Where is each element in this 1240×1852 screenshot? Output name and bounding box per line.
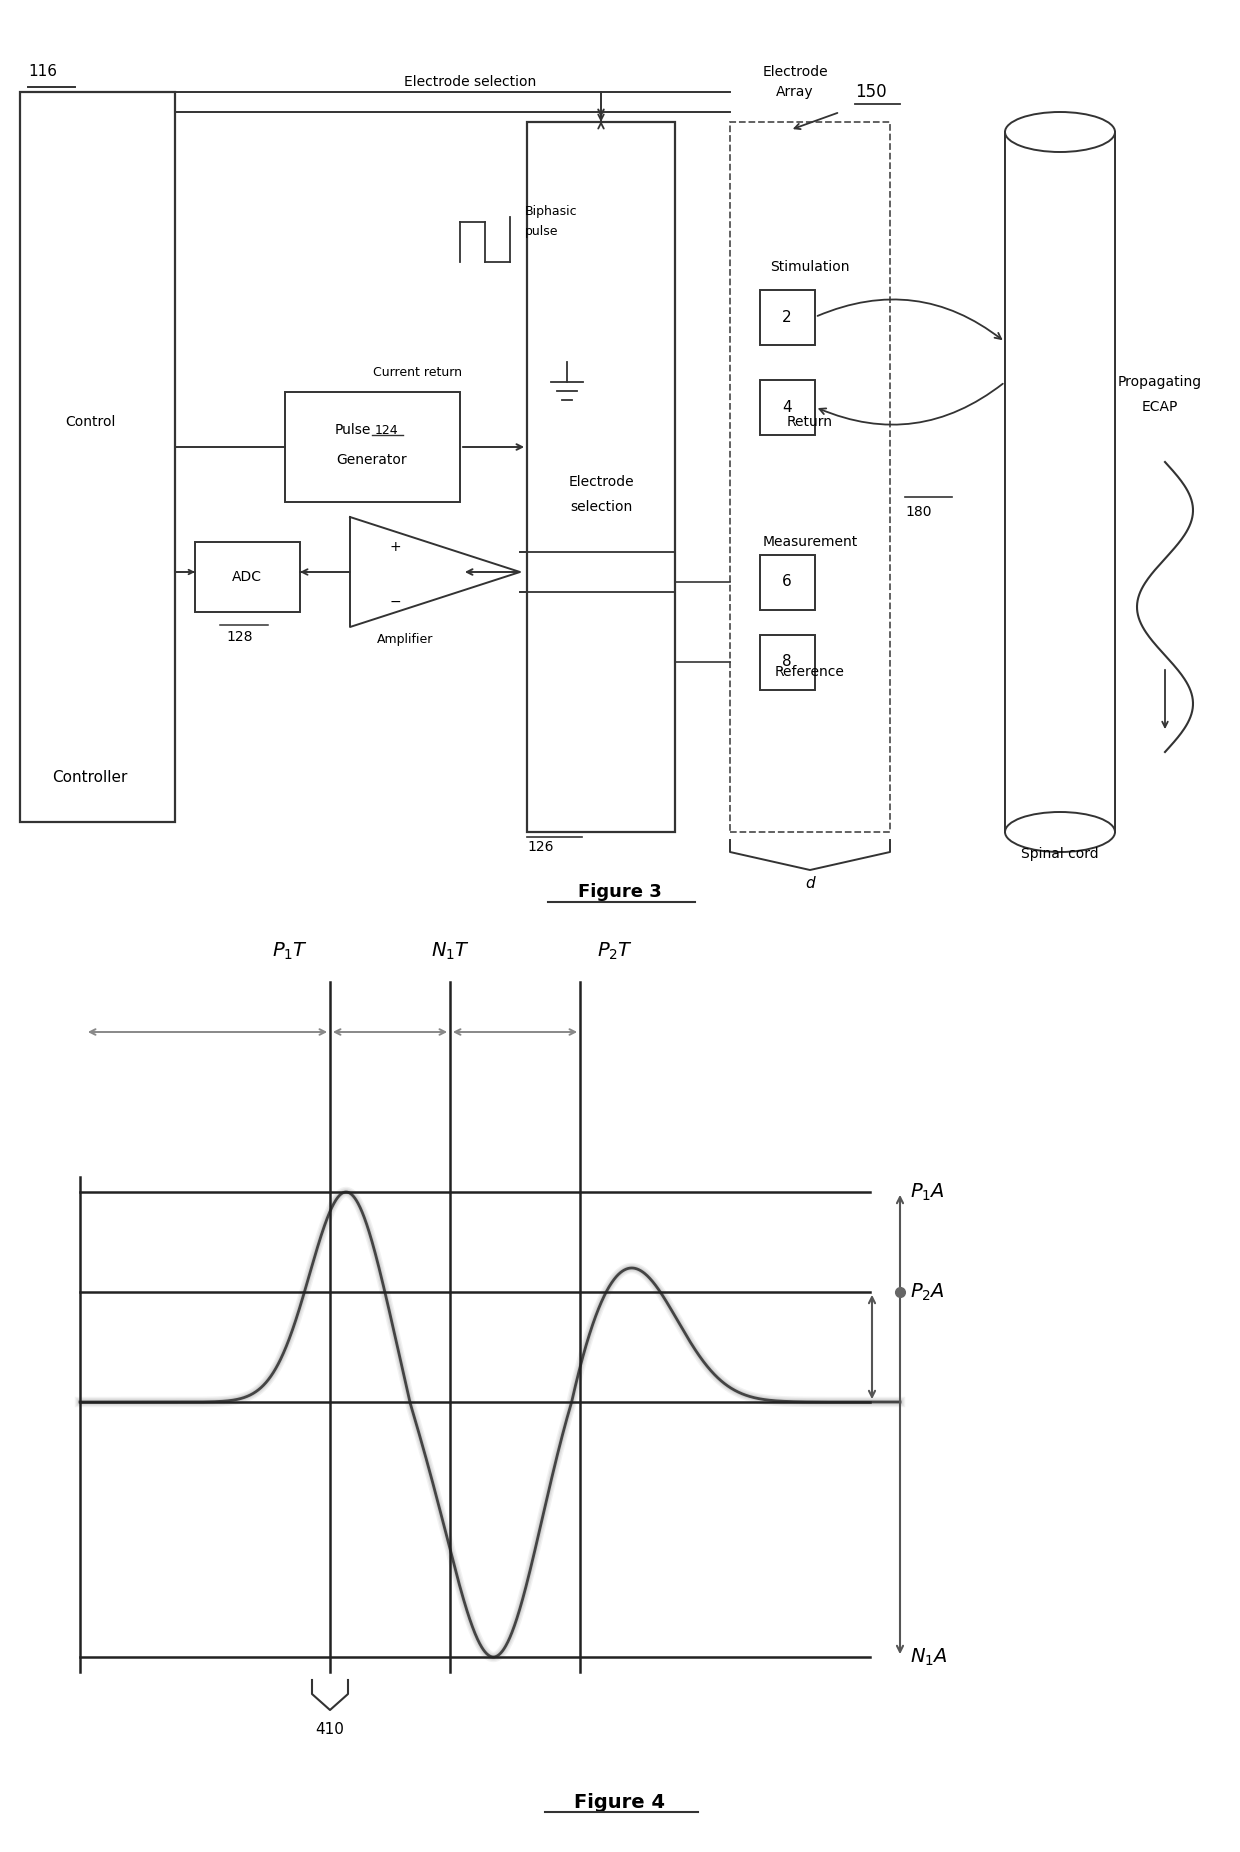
Text: Measurement: Measurement: [763, 535, 858, 548]
Text: +: +: [389, 541, 401, 554]
Text: Current return: Current return: [373, 365, 463, 378]
Text: ADC: ADC: [232, 570, 262, 583]
FancyBboxPatch shape: [760, 380, 815, 435]
Text: Controller: Controller: [52, 769, 128, 785]
Text: 116: 116: [29, 65, 57, 80]
Text: Return: Return: [787, 415, 833, 430]
Text: selection: selection: [570, 500, 632, 515]
Text: d: d: [805, 876, 815, 891]
Text: 180: 180: [905, 506, 931, 519]
Text: pulse: pulse: [525, 226, 558, 239]
FancyBboxPatch shape: [285, 393, 460, 502]
Text: Electrode: Electrode: [568, 474, 634, 489]
Text: Reference: Reference: [775, 665, 844, 680]
Text: Array: Array: [776, 85, 813, 98]
Text: 8: 8: [782, 654, 792, 670]
Text: 124: 124: [374, 424, 398, 437]
Text: 150: 150: [856, 83, 887, 102]
FancyBboxPatch shape: [527, 122, 675, 832]
FancyBboxPatch shape: [760, 556, 815, 609]
Text: $P_1T$: $P_1T$: [272, 941, 308, 961]
Text: ECAP: ECAP: [1142, 400, 1178, 415]
Text: 2: 2: [782, 309, 792, 324]
Text: $P_1A$: $P_1A$: [910, 1182, 945, 1202]
Text: $N_1T$: $N_1T$: [430, 941, 470, 961]
Text: Figure 4: Figure 4: [574, 1793, 666, 1811]
FancyBboxPatch shape: [195, 543, 300, 611]
Text: 410: 410: [315, 1722, 345, 1737]
FancyBboxPatch shape: [760, 635, 815, 691]
Text: Control: Control: [64, 415, 115, 430]
Text: Pulse: Pulse: [335, 422, 371, 437]
Text: 128: 128: [227, 630, 253, 644]
Text: Electrode: Electrode: [763, 65, 828, 80]
Text: Generator: Generator: [337, 454, 407, 467]
Text: −: −: [389, 594, 401, 609]
Text: Biphasic: Biphasic: [525, 206, 578, 219]
Text: Propagating: Propagating: [1118, 374, 1202, 389]
Text: Stimulation: Stimulation: [770, 259, 849, 274]
Text: 6: 6: [782, 574, 792, 589]
Text: 4: 4: [782, 400, 792, 415]
FancyBboxPatch shape: [1004, 131, 1115, 832]
Ellipse shape: [1004, 111, 1115, 152]
Text: 126: 126: [527, 841, 553, 854]
Text: Figure 3: Figure 3: [578, 883, 662, 902]
Text: Electrode selection: Electrode selection: [404, 74, 536, 89]
FancyBboxPatch shape: [20, 93, 175, 822]
FancyBboxPatch shape: [760, 291, 815, 344]
Text: $N_1A$: $N_1A$: [910, 1646, 947, 1667]
Ellipse shape: [1004, 811, 1115, 852]
Text: Spinal cord: Spinal cord: [1022, 846, 1099, 861]
Text: $P_2T$: $P_2T$: [596, 941, 634, 961]
Polygon shape: [350, 517, 520, 628]
Text: $P_2A$: $P_2A$: [910, 1282, 945, 1302]
Text: Amplifier: Amplifier: [377, 633, 433, 646]
